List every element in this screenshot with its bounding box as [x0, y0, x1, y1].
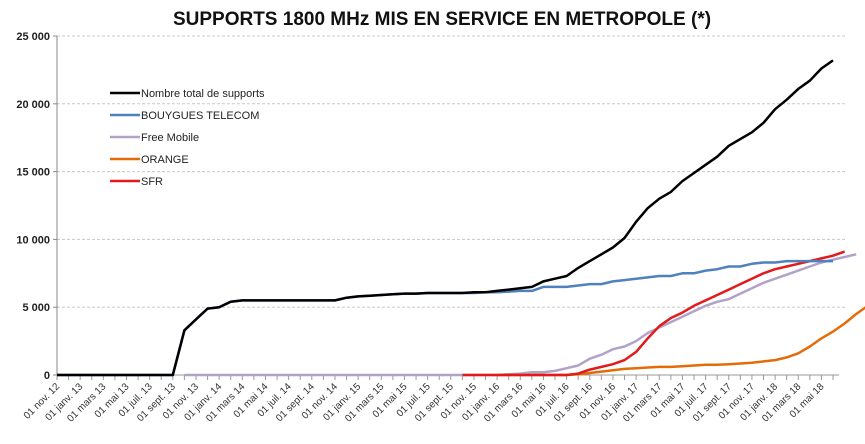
y-axis-ticks: 0 5 000 10 000 15 000 20 000 25 000 [16, 31, 57, 382]
legend-label: BOUYGUES TELECOM [141, 110, 259, 122]
y-tick-label: 5 000 [22, 302, 50, 314]
axes [56, 36, 839, 376]
y-tick-label: 0 [44, 370, 50, 382]
legend-label: Nombre total de supports [141, 88, 265, 100]
legend: Nombre total de supports BOUYGUES TELECOM… [110, 88, 265, 188]
series-line-sfr [462, 250, 846, 377]
chart-title: SUPPORTS 1800 MHz MIS EN SERVICE EN METR… [173, 9, 711, 30]
y-tick-label: 15 000 [16, 167, 50, 179]
series-line-free-mobile [184, 253, 857, 377]
y-tick-label: 10 000 [16, 234, 50, 246]
series-lines [57, 59, 865, 377]
y-tick-label: 25 000 [16, 31, 50, 43]
legend-label: SFR [141, 176, 163, 188]
series-line-orange [497, 306, 865, 377]
legend-label: ORANGE [141, 154, 189, 166]
y-tick-label: 20 000 [16, 99, 50, 111]
legend-label: Free Mobile [141, 132, 199, 144]
gridlines [57, 35, 845, 308]
series-line-bouygues-telecom [57, 259, 833, 377]
series-line-nombre-total-de-supports [57, 59, 834, 377]
